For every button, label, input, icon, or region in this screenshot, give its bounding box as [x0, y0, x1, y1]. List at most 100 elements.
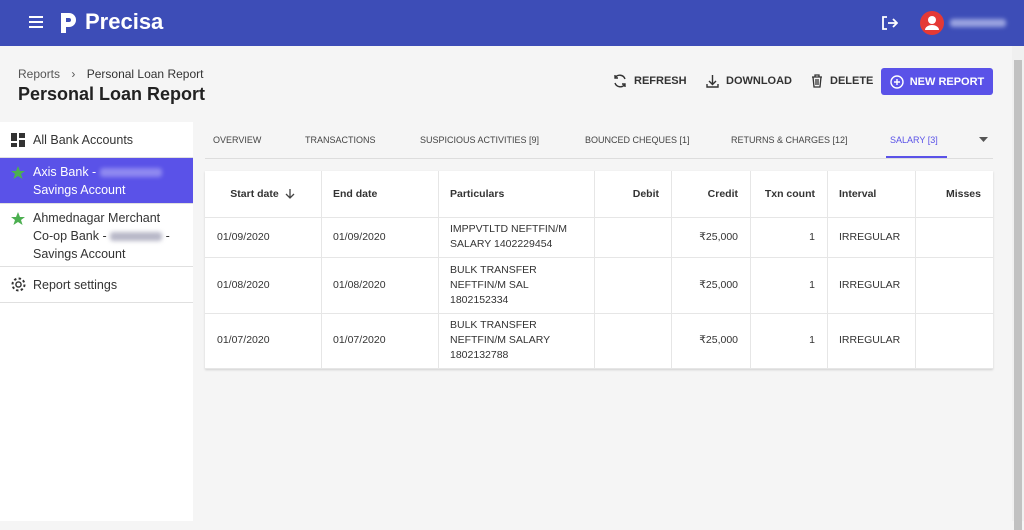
column-header: Debit	[632, 187, 659, 200]
column-header: Particulars	[450, 187, 505, 200]
refresh-button[interactable]: REFRESH	[612, 72, 687, 90]
particulars-line: 1802132788	[450, 349, 509, 361]
app-header: Precisa	[0, 0, 1024, 46]
table-cell: ₹25,000	[699, 334, 738, 346]
particulars-cell: BULK TRANSFER NEFTFIN/M SAL 1802152334	[450, 257, 582, 313]
table-cell: 1	[809, 334, 815, 346]
row-divider	[205, 368, 993, 369]
sidebar-item[interactable]: All Bank Accounts	[0, 122, 193, 158]
button-label: DELETE	[830, 75, 874, 87]
breadcrumb-current: Personal Loan Report	[86, 67, 204, 81]
table-cell: 01/09/2020	[217, 230, 270, 243]
settings-icon	[11, 277, 26, 292]
table-cell: ₹25,000	[699, 230, 738, 243]
column-header: Misses	[945, 187, 981, 200]
star-icon	[11, 212, 25, 225]
particulars-line: SALARY 1402229454	[450, 238, 553, 250]
tab-dropdown[interactable]	[979, 137, 989, 143]
breadcrumb-separator: ›	[71, 67, 76, 81]
download-button[interactable]: DOWNLOAD	[705, 72, 792, 90]
account-number-blurred	[110, 232, 163, 242]
logout-icon[interactable]	[880, 14, 898, 32]
logo-icon	[61, 13, 76, 33]
user-name-blurred	[950, 19, 1006, 27]
sidebar-label: Report settings	[33, 278, 118, 292]
column-header: Txn count	[764, 187, 815, 200]
column-header: End date	[333, 187, 378, 200]
tab[interactable]: BOUNCED CHEQUES [1]	[585, 135, 690, 145]
column-divider	[438, 171, 439, 369]
table-cell: 1	[809, 230, 815, 243]
row-divider	[205, 313, 993, 314]
particulars-line: IMPPVTLTD NEFTFIN/M	[450, 223, 568, 235]
scrollbar	[1012, 46, 1024, 530]
tab[interactable]: OVERVIEW	[213, 135, 262, 145]
breadcrumb-link[interactable]: Reports	[18, 67, 61, 81]
table-cell: IRREGULAR	[839, 334, 901, 346]
table-cell: ₹25,000	[699, 278, 738, 291]
particulars-line: 1802152334	[450, 293, 509, 306]
particulars-cell: BULK TRANSFER NEFTFIN/M SALARY 1802132788	[450, 313, 582, 368]
delete-button[interactable]: DELETE	[810, 72, 873, 90]
new-report-button[interactable]: NEW REPORT	[881, 68, 993, 95]
account-bank: Axis Bank -	[33, 165, 97, 179]
sidebar: All Bank Accounts Axis Bank - Savings Ac…	[0, 122, 193, 521]
add-icon	[890, 74, 904, 89]
sidebar-label: All Bank Accounts	[33, 133, 134, 147]
tab[interactable]: SALARY [3]	[890, 135, 938, 145]
row-divider	[205, 257, 993, 258]
table-cell: 1	[809, 278, 815, 291]
column-divider	[750, 171, 751, 369]
dashboard-icon	[11, 133, 25, 147]
delete-icon	[812, 74, 822, 88]
column-header: Credit	[707, 187, 738, 200]
column-header: Interval	[839, 187, 877, 200]
brand-name: Precisa	[85, 9, 164, 34]
button-label: REFRESH	[634, 75, 687, 87]
column-header[interactable]: Start date	[217, 171, 309, 217]
tab[interactable]: SUSPICIOUS ACTIVITIES [9]	[420, 135, 540, 145]
account-type: Savings Account	[33, 183, 126, 197]
particulars-line: BULK TRANSFER	[450, 319, 537, 331]
sort-icon[interactable]	[284, 188, 296, 200]
account-bank: Ahmednagar Merchant Co-op Bank -	[33, 211, 161, 243]
account-type: - Savings Account	[33, 229, 170, 261]
page-title: Personal Loan Report	[18, 84, 206, 104]
menu-icon[interactable]	[29, 16, 43, 28]
avatar[interactable]	[920, 11, 944, 35]
salary-table: Start date End date Particulars Debit Credit…	[205, 171, 993, 369]
particulars-line: NEFTFIN/M SAL	[450, 278, 529, 291]
row-divider	[205, 217, 993, 218]
particulars-line: BULK TRANSFER	[450, 263, 537, 276]
table-cell: 01/09/2020	[333, 230, 386, 243]
table-cell: 01/07/2020	[217, 334, 270, 346]
scrollbar-thumb[interactable]	[1014, 60, 1022, 530]
button-label: DOWNLOAD	[726, 75, 792, 87]
sidebar-account-selected[interactable]: Axis Bank - Savings Account	[0, 158, 193, 204]
column-divider	[915, 171, 916, 369]
refresh-icon	[614, 74, 626, 88]
button-label: NEW REPORT	[909, 75, 985, 88]
download-icon	[706, 75, 719, 88]
table-cell: 01/07/2020	[333, 334, 386, 346]
breadcrumb: Reports › Personal Loan Report	[18, 67, 203, 81]
particulars-line: NEFTFIN/M SALARY	[450, 334, 551, 346]
table-cell: 01/08/2020	[217, 278, 270, 291]
particulars-cell: IMPPVTLTD NEFTFIN/M SALARY 1402229454	[450, 217, 582, 257]
sidebar-item[interactable]: Report settings	[0, 267, 193, 303]
star-icon	[11, 166, 25, 179]
account-number-blurred	[99, 168, 162, 178]
sidebar-account[interactable]: Ahmednagar Merchant Co-op Bank - - Savin…	[0, 204, 193, 267]
table-cell: IRREGULAR	[839, 278, 901, 291]
table-cell: 01/08/2020	[333, 278, 386, 291]
column-divider	[594, 171, 595, 369]
column-divider	[827, 171, 828, 369]
tab[interactable]: TRANSACTIONS	[305, 135, 376, 145]
column-divider	[321, 171, 322, 369]
column-divider	[671, 171, 672, 369]
active-tab-indicator	[886, 156, 947, 158]
table-cell: IRREGULAR	[839, 230, 901, 243]
tab[interactable]: RETURNS & CHARGES [12]	[731, 135, 848, 145]
tab-divider	[205, 158, 993, 159]
